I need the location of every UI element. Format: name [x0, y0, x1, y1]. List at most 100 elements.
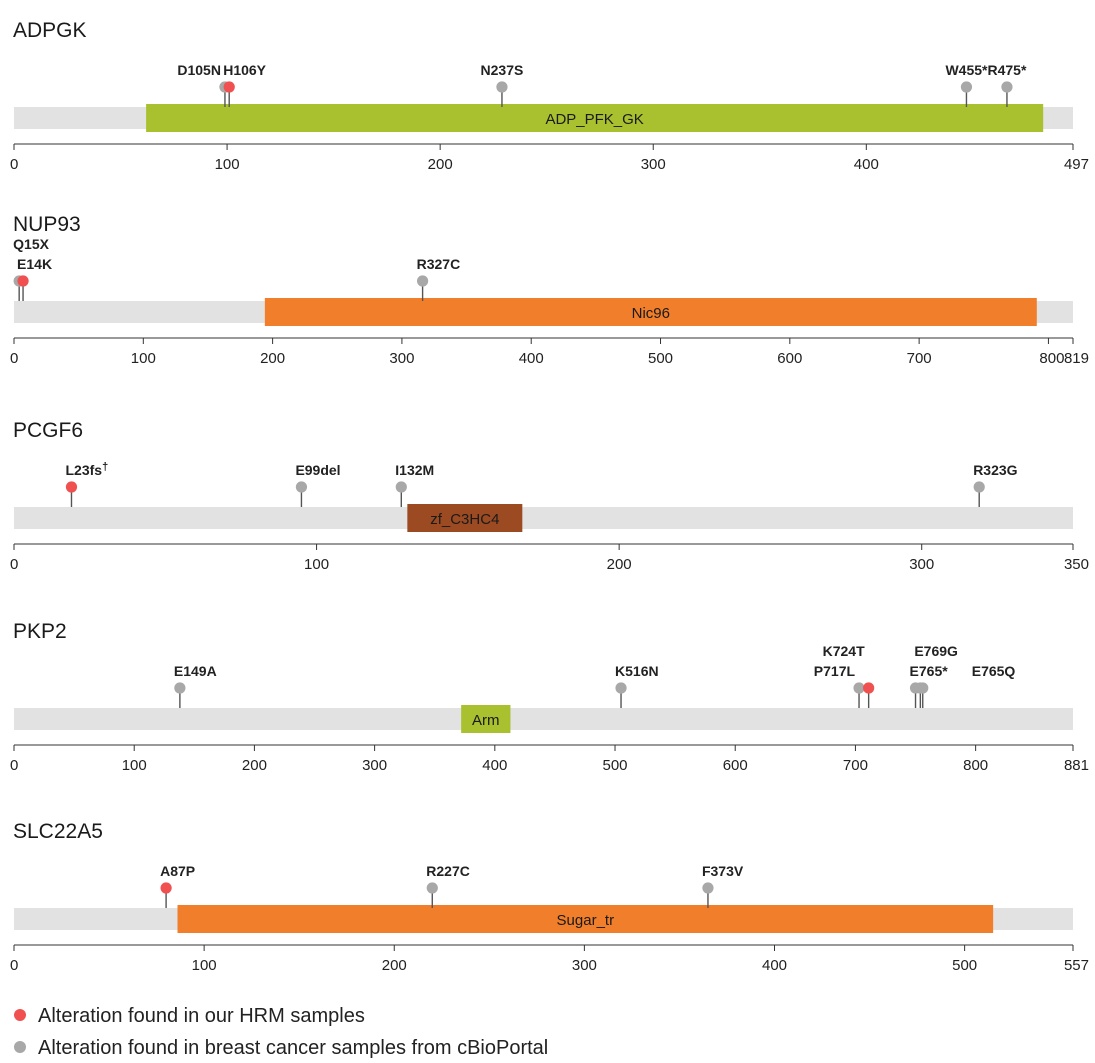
axis-tick-label: 350	[1064, 556, 1089, 573]
axis-tick-label: 200	[382, 957, 407, 974]
mutation-dot-cbioportal	[960, 81, 973, 93]
domain-arm	[461, 705, 511, 733]
mutation-dot-cbioportal	[917, 682, 929, 694]
axis-tick-label: 400	[854, 156, 879, 173]
axis-tick-label: 800	[963, 757, 988, 774]
mutation-label: R327C	[417, 256, 461, 272]
mutation-dot-hrm	[17, 275, 29, 287]
mutation-dot-cbioportal	[615, 682, 627, 694]
mutation-label: I132M	[395, 462, 434, 478]
mutation-label: P717L	[814, 663, 856, 679]
mutation-label: W455*	[945, 62, 988, 78]
axis-tick-label: 100	[192, 957, 217, 974]
axis-tick-label: 819	[1064, 350, 1089, 367]
gene-name: NUP93	[13, 213, 81, 236]
axis-tick-label: 300	[909, 556, 934, 573]
gene-panel-slc22a5: SLC22A5 Sugar_tr A87P R227C F373V 0 100 200 300 4…	[10, 820, 1089, 974]
gene-panel-adpgk: ADPGK ADP_PFK_GK D105N H106Y N237S W455* R475*…	[10, 19, 1089, 173]
axis-tick-label: 0	[10, 350, 18, 367]
legend-dot-cbioportal	[14, 1041, 26, 1053]
mutation-dot-cbioportal	[853, 682, 865, 694]
axis-tick-label: 600	[723, 757, 748, 774]
axis-tick-label: 700	[843, 757, 868, 774]
gene-panel-nup93: NUP93 Nic96 Q15X E14K R327C 0 100 200 300 400 500 6…	[10, 213, 1089, 367]
axis-tick-label: 0	[10, 957, 18, 974]
mutation-label: K724T	[823, 643, 865, 659]
mutation-label: Q15X	[13, 236, 49, 252]
mutation-dot-hrm	[160, 882, 172, 894]
legend-dot-hrm	[14, 1009, 26, 1021]
mutation-dot-hrm	[65, 481, 78, 493]
protein-backbone	[14, 507, 1073, 529]
mutation-label: E149A	[174, 663, 217, 679]
mutation-dot-cbioportal	[496, 81, 508, 93]
gene-name: PKP2	[13, 620, 67, 643]
mutation-label: F373V	[702, 863, 744, 879]
axis-tick-label: 300	[641, 156, 666, 173]
gene-name: SLC22A5	[13, 820, 103, 843]
axis-tick-label: 100	[122, 757, 147, 774]
axis-tick-label: 500	[648, 350, 673, 367]
axis-tick-label: 500	[603, 757, 628, 774]
mutation-label: H106Y	[223, 62, 266, 78]
domain-nic96	[264, 298, 1037, 326]
gene-name: ADPGK	[13, 19, 87, 42]
domain-label: Nic96	[632, 305, 670, 322]
axis-tick-label: 400	[519, 350, 544, 367]
axis-tick-label: 400	[482, 757, 507, 774]
mutation-dot-cbioportal	[702, 882, 714, 894]
axis-tick-label: 200	[242, 757, 267, 774]
mutation-dot-cbioportal	[426, 882, 438, 894]
axis-tick-label: 497	[1064, 156, 1089, 173]
mutation-dot-cbioportal	[174, 682, 186, 694]
axis-tick-label: 200	[260, 350, 285, 367]
axis-tick-label: 300	[389, 350, 414, 367]
domain-adp-pfk-gk	[146, 104, 1044, 132]
mutation-label: N237S	[481, 62, 524, 78]
axis-tick-label: 0	[10, 156, 18, 173]
axis-tick-label: 200	[607, 556, 632, 573]
mutation-dot-hrm	[223, 81, 235, 93]
mutation-label: A87P	[160, 863, 195, 879]
gene-panel-pcgf6: PCGF6 zf_C3HC4 L23fs† E99del I132M R323G 0 100 2…	[10, 419, 1089, 573]
mutation-dot-cbioportal	[417, 275, 429, 287]
axis-tick-label: 500	[952, 957, 977, 974]
domain-sugar-tr	[177, 905, 994, 933]
axis-tick-label: 0	[10, 757, 18, 774]
protein-backbone	[14, 708, 1073, 730]
mutation-label: E765*	[910, 663, 949, 679]
mutation-label: R323G	[973, 462, 1017, 478]
axis-tick-label: 100	[304, 556, 329, 573]
mutation-dot-hrm	[863, 682, 875, 694]
axis-tick-label: 300	[572, 957, 597, 974]
mutation-label: E14K	[17, 256, 52, 272]
mutation-dot-cbioportal	[295, 481, 308, 493]
axis-tick-label: 100	[131, 350, 156, 367]
mutation-label: E99del	[295, 462, 340, 478]
mutation-label: R227C	[426, 863, 470, 879]
legend-label: Alteration found in breast cancer sample…	[38, 1037, 548, 1059]
axis-tick-label: 700	[907, 350, 932, 367]
axis-tick-label: 100	[215, 156, 240, 173]
axis-tick-label: 600	[777, 350, 802, 367]
domain-label: zf_C3HC4	[430, 511, 499, 528]
mutation-label: R475*	[987, 62, 1026, 78]
mutation-dot-cbioportal	[395, 481, 407, 493]
legend-label: Alteration found in our HRM samples	[38, 1005, 365, 1027]
domain-label: Sugar_tr	[557, 912, 615, 929]
axis-tick-label: 300	[362, 757, 387, 774]
mutation-label: L23fs†	[65, 461, 108, 478]
mutation-label: E769G	[914, 643, 958, 659]
mutation-label: D105N	[177, 62, 221, 78]
axis-tick-label: 800	[1039, 350, 1064, 367]
mutation-dot-cbioportal	[973, 481, 985, 493]
domain-label: ADP_PFK_GK	[545, 111, 643, 128]
legend: Alteration found in our HRM samples Alter…	[14, 1005, 548, 1059]
domain-zf-c3hc4	[407, 504, 523, 532]
mutation-dot-cbioportal	[1001, 81, 1013, 93]
domain-label: Arm	[472, 712, 500, 729]
gene-panel-pkp2: PKP2 Arm E149A K516N P717L K724T E765* E769G E76…	[10, 620, 1089, 774]
axis-tick-label: 0	[10, 556, 18, 573]
mutation-label: K516N	[615, 663, 659, 679]
